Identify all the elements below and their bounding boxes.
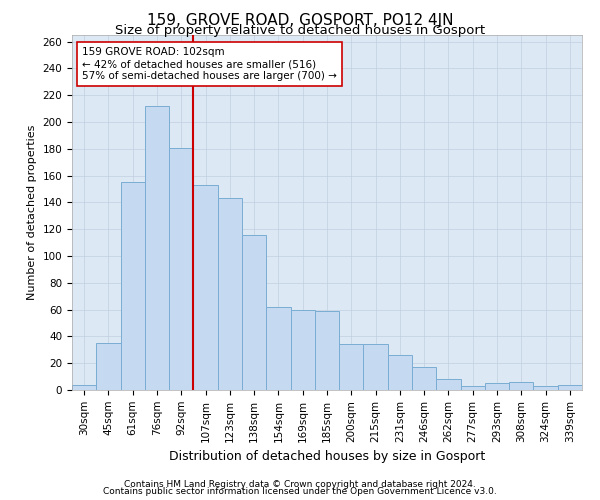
Text: Size of property relative to detached houses in Gosport: Size of property relative to detached ho… [115, 24, 485, 37]
Bar [169, 148, 193, 390]
Bar [266, 307, 290, 390]
Y-axis label: Number of detached properties: Number of detached properties [27, 125, 37, 300]
Bar [436, 380, 461, 390]
Bar [461, 386, 485, 390]
Bar [339, 344, 364, 390]
Bar [145, 106, 169, 390]
Bar [193, 185, 218, 390]
Text: 159 GROVE ROAD: 102sqm
← 42% of detached houses are smaller (516)
57% of semi-de: 159 GROVE ROAD: 102sqm ← 42% of detached… [82, 48, 337, 80]
Bar [121, 182, 145, 390]
Text: 159, GROVE ROAD, GOSPORT, PO12 4JN: 159, GROVE ROAD, GOSPORT, PO12 4JN [147, 12, 453, 28]
Bar [218, 198, 242, 390]
Bar [242, 234, 266, 390]
Bar [485, 384, 509, 390]
Bar [509, 382, 533, 390]
Bar [558, 384, 582, 390]
Bar [412, 367, 436, 390]
Bar [315, 311, 339, 390]
Bar [364, 344, 388, 390]
X-axis label: Distribution of detached houses by size in Gosport: Distribution of detached houses by size … [169, 450, 485, 463]
Bar [96, 343, 121, 390]
Bar [388, 355, 412, 390]
Bar [290, 310, 315, 390]
Bar [72, 384, 96, 390]
Bar [533, 386, 558, 390]
Text: Contains public sector information licensed under the Open Government Licence v3: Contains public sector information licen… [103, 488, 497, 496]
Text: Contains HM Land Registry data © Crown copyright and database right 2024.: Contains HM Land Registry data © Crown c… [124, 480, 476, 489]
